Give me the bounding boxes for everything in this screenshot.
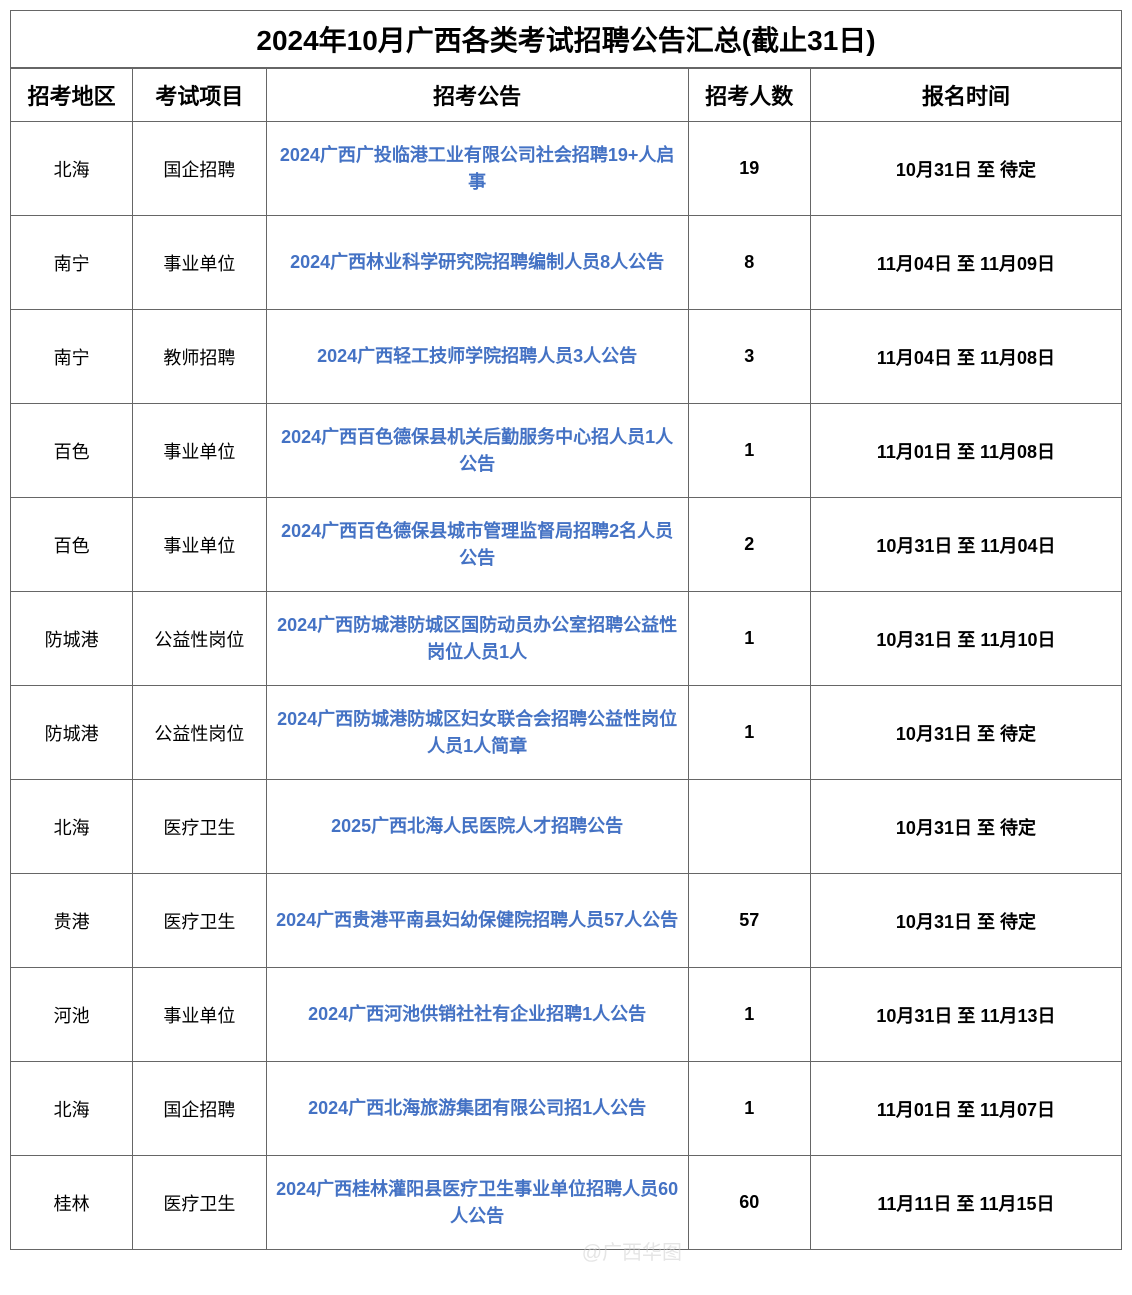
cell-count: 1 [688,592,810,686]
cell-count: 1 [688,1062,810,1156]
table-row: 北海国企招聘 2024广西北海旅游集团有限公司招1人公告 111月01日 至 11月… [11,1062,1122,1156]
cell-notice: 2024广西防城港防城区妇女联合会招聘公益性岗位人员1人简章 [266,686,688,780]
table-row: 百色事业单位 2024广西百色德保县机关后勤服务中心招人员1人公告 111月01日 … [11,404,1122,498]
table-header-row: 招考地区 考试项目 招考公告 招考人数 报名时间 [11,69,1122,122]
cell-time: 10月31日 至 待定 [810,780,1121,874]
cell-count [688,780,810,874]
cell-type: 事业单位 [133,216,266,310]
notice-link[interactable]: 2025广西北海人民医院人才招聘公告 [331,816,623,836]
cell-notice: 2024广西轻工技师学院招聘人员3人公告 [266,310,688,404]
notice-link[interactable]: 2024广西轻工技师学院招聘人员3人公告 [317,346,637,366]
cell-type: 医疗卫生 [133,1156,266,1250]
cell-time: 11月04日 至 11月09日 [810,216,1121,310]
notice-link[interactable]: 2024广西防城港防城区国防动员办公室招聘公益性岗位人员1人 [277,615,677,662]
cell-time: 10月31日 至 11月13日 [810,968,1121,1062]
cell-time: 11月01日 至 11月08日 [810,404,1121,498]
cell-type: 事业单位 [133,498,266,592]
cell-notice: 2024广西防城港防城区国防动员办公室招聘公益性岗位人员1人 [266,592,688,686]
cell-type: 事业单位 [133,968,266,1062]
cell-region: 防城港 [11,686,133,780]
cell-type: 教师招聘 [133,310,266,404]
cell-time: 10月31日 至 待定 [810,686,1121,780]
cell-region: 贵港 [11,874,133,968]
recruitment-table-container: 2024年10月广西各类考试招聘公告汇总(截止31日) 招考地区 考试项目 招考… [10,10,1122,1250]
cell-region: 北海 [11,780,133,874]
table-row: 防城港公益性岗位2024广西防城港防城区妇女联合会招聘公益性岗位人员1人简章11… [11,686,1122,780]
cell-type: 公益性岗位 [133,592,266,686]
notice-link[interactable]: 2024广西贵港平南县妇幼保健院招聘人员57人公告 [276,910,678,930]
notice-link[interactable]: 2024广西广投临港工业有限公司社会招聘19+人启事 [280,145,675,192]
table-row: 北海国企招聘 2024广西广投临港工业有限公司社会招聘19+人启事 1910月31日… [11,122,1122,216]
notice-link[interactable]: 2024广西防城港防城区妇女联合会招聘公益性岗位人员1人简章 [277,709,677,756]
cell-count: 8 [688,216,810,310]
cell-region: 北海 [11,122,133,216]
table-row: 南宁教师招聘 2024广西轻工技师学院招聘人员3人公告 311月04日 至 11月0… [11,310,1122,404]
notice-link[interactable]: 2024广西桂林灌阳县医疗卫生事业单位招聘人员60人公告 [276,1179,678,1226]
cell-type: 公益性岗位 [133,686,266,780]
cell-notice: 2025广西北海人民医院人才招聘公告 [266,780,688,874]
header-notice: 招考公告 [266,69,688,122]
cell-count: 60 [688,1156,810,1250]
cell-notice: 2024广西北海旅游集团有限公司招1人公告 [266,1062,688,1156]
table-row: 河池事业单位 2024广西河池供销社社有企业招聘1人公告 110月31日 至 11月… [11,968,1122,1062]
cell-count: 1 [688,968,810,1062]
header-time: 报名时间 [810,69,1121,122]
cell-region: 百色 [11,498,133,592]
cell-region: 防城港 [11,592,133,686]
recruitment-table: 招考地区 考试项目 招考公告 招考人数 报名时间 北海国企招聘2024广西广投临… [10,68,1122,1250]
cell-type: 事业单位 [133,404,266,498]
cell-time: 11月01日 至 11月07日 [810,1062,1121,1156]
cell-time: 10月31日 至 待定 [810,874,1121,968]
table-row: 桂林医疗卫生2024广西桂林灌阳县医疗卫生事业单位招聘人员60人公告6011月1… [11,1156,1122,1250]
cell-count: 2 [688,498,810,592]
cell-type: 国企招聘 [133,1062,266,1156]
cell-notice: 2024广西广投临港工业有限公司社会招聘19+人启事 [266,122,688,216]
notice-link[interactable]: 2024广西百色德保县城市管理监督局招聘2名人员公告 [281,521,673,568]
cell-region: 南宁 [11,310,133,404]
cell-count: 19 [688,122,810,216]
cell-count: 1 [688,686,810,780]
cell-count: 3 [688,310,810,404]
table-body: 北海国企招聘2024广西广投临港工业有限公司社会招聘19+人启事1910月31日… [11,122,1122,1250]
notice-link[interactable]: 2024广西河池供销社社有企业招聘1人公告 [308,1004,646,1024]
cell-region: 百色 [11,404,133,498]
table-row: 防城港公益性岗位2024广西防城港防城区国防动员办公室招聘公益性岗位人员1人11… [11,592,1122,686]
header-type: 考试项目 [133,69,266,122]
cell-region: 南宁 [11,216,133,310]
cell-region: 北海 [11,1062,133,1156]
cell-notice: 2024广西河池供销社社有企业招聘1人公告 [266,968,688,1062]
cell-notice: 2024广西贵港平南县妇幼保健院招聘人员57人公告 [266,874,688,968]
cell-type: 国企招聘 [133,122,266,216]
cell-notice: 2024广西林业科学研究院招聘编制人员8人公告 [266,216,688,310]
cell-region: 桂林 [11,1156,133,1250]
header-region: 招考地区 [11,69,133,122]
cell-time: 11月11日 至 11月15日 [810,1156,1121,1250]
header-count: 招考人数 [688,69,810,122]
watermark-text: @广西华图 [582,1236,682,1265]
cell-count: 1 [688,404,810,498]
notice-link[interactable]: 2024广西百色德保县机关后勤服务中心招人员1人公告 [281,427,673,474]
table-row: 北海医疗卫生 2025广西北海人民医院人才招聘公告 10月31日 至 待定 [11,780,1122,874]
cell-time: 10月31日 至 待定 [810,122,1121,216]
table-row: 贵港医疗卫生 2024广西贵港平南县妇幼保健院招聘人员57人公告 5710月31日 … [11,874,1122,968]
cell-notice: 2024广西百色德保县城市管理监督局招聘2名人员公告 [266,498,688,592]
notice-link[interactable]: 2024广西林业科学研究院招聘编制人员8人公告 [290,252,664,272]
cell-type: 医疗卫生 [133,874,266,968]
cell-notice: 2024广西百色德保县机关后勤服务中心招人员1人公告 [266,404,688,498]
cell-time: 10月31日 至 11月10日 [810,592,1121,686]
table-row: 百色事业单位 2024广西百色德保县城市管理监督局招聘2名人员公告 210月31日 … [11,498,1122,592]
cell-count: 57 [688,874,810,968]
table-title: 2024年10月广西各类考试招聘公告汇总(截止31日) [10,10,1122,68]
table-row: 南宁事业单位 2024广西林业科学研究院招聘编制人员8人公告 811月04日 至 1… [11,216,1122,310]
cell-type: 医疗卫生 [133,780,266,874]
cell-time: 10月31日 至 11月04日 [810,498,1121,592]
cell-time: 11月04日 至 11月08日 [810,310,1121,404]
cell-region: 河池 [11,968,133,1062]
notice-link[interactable]: 2024广西北海旅游集团有限公司招1人公告 [308,1098,646,1118]
